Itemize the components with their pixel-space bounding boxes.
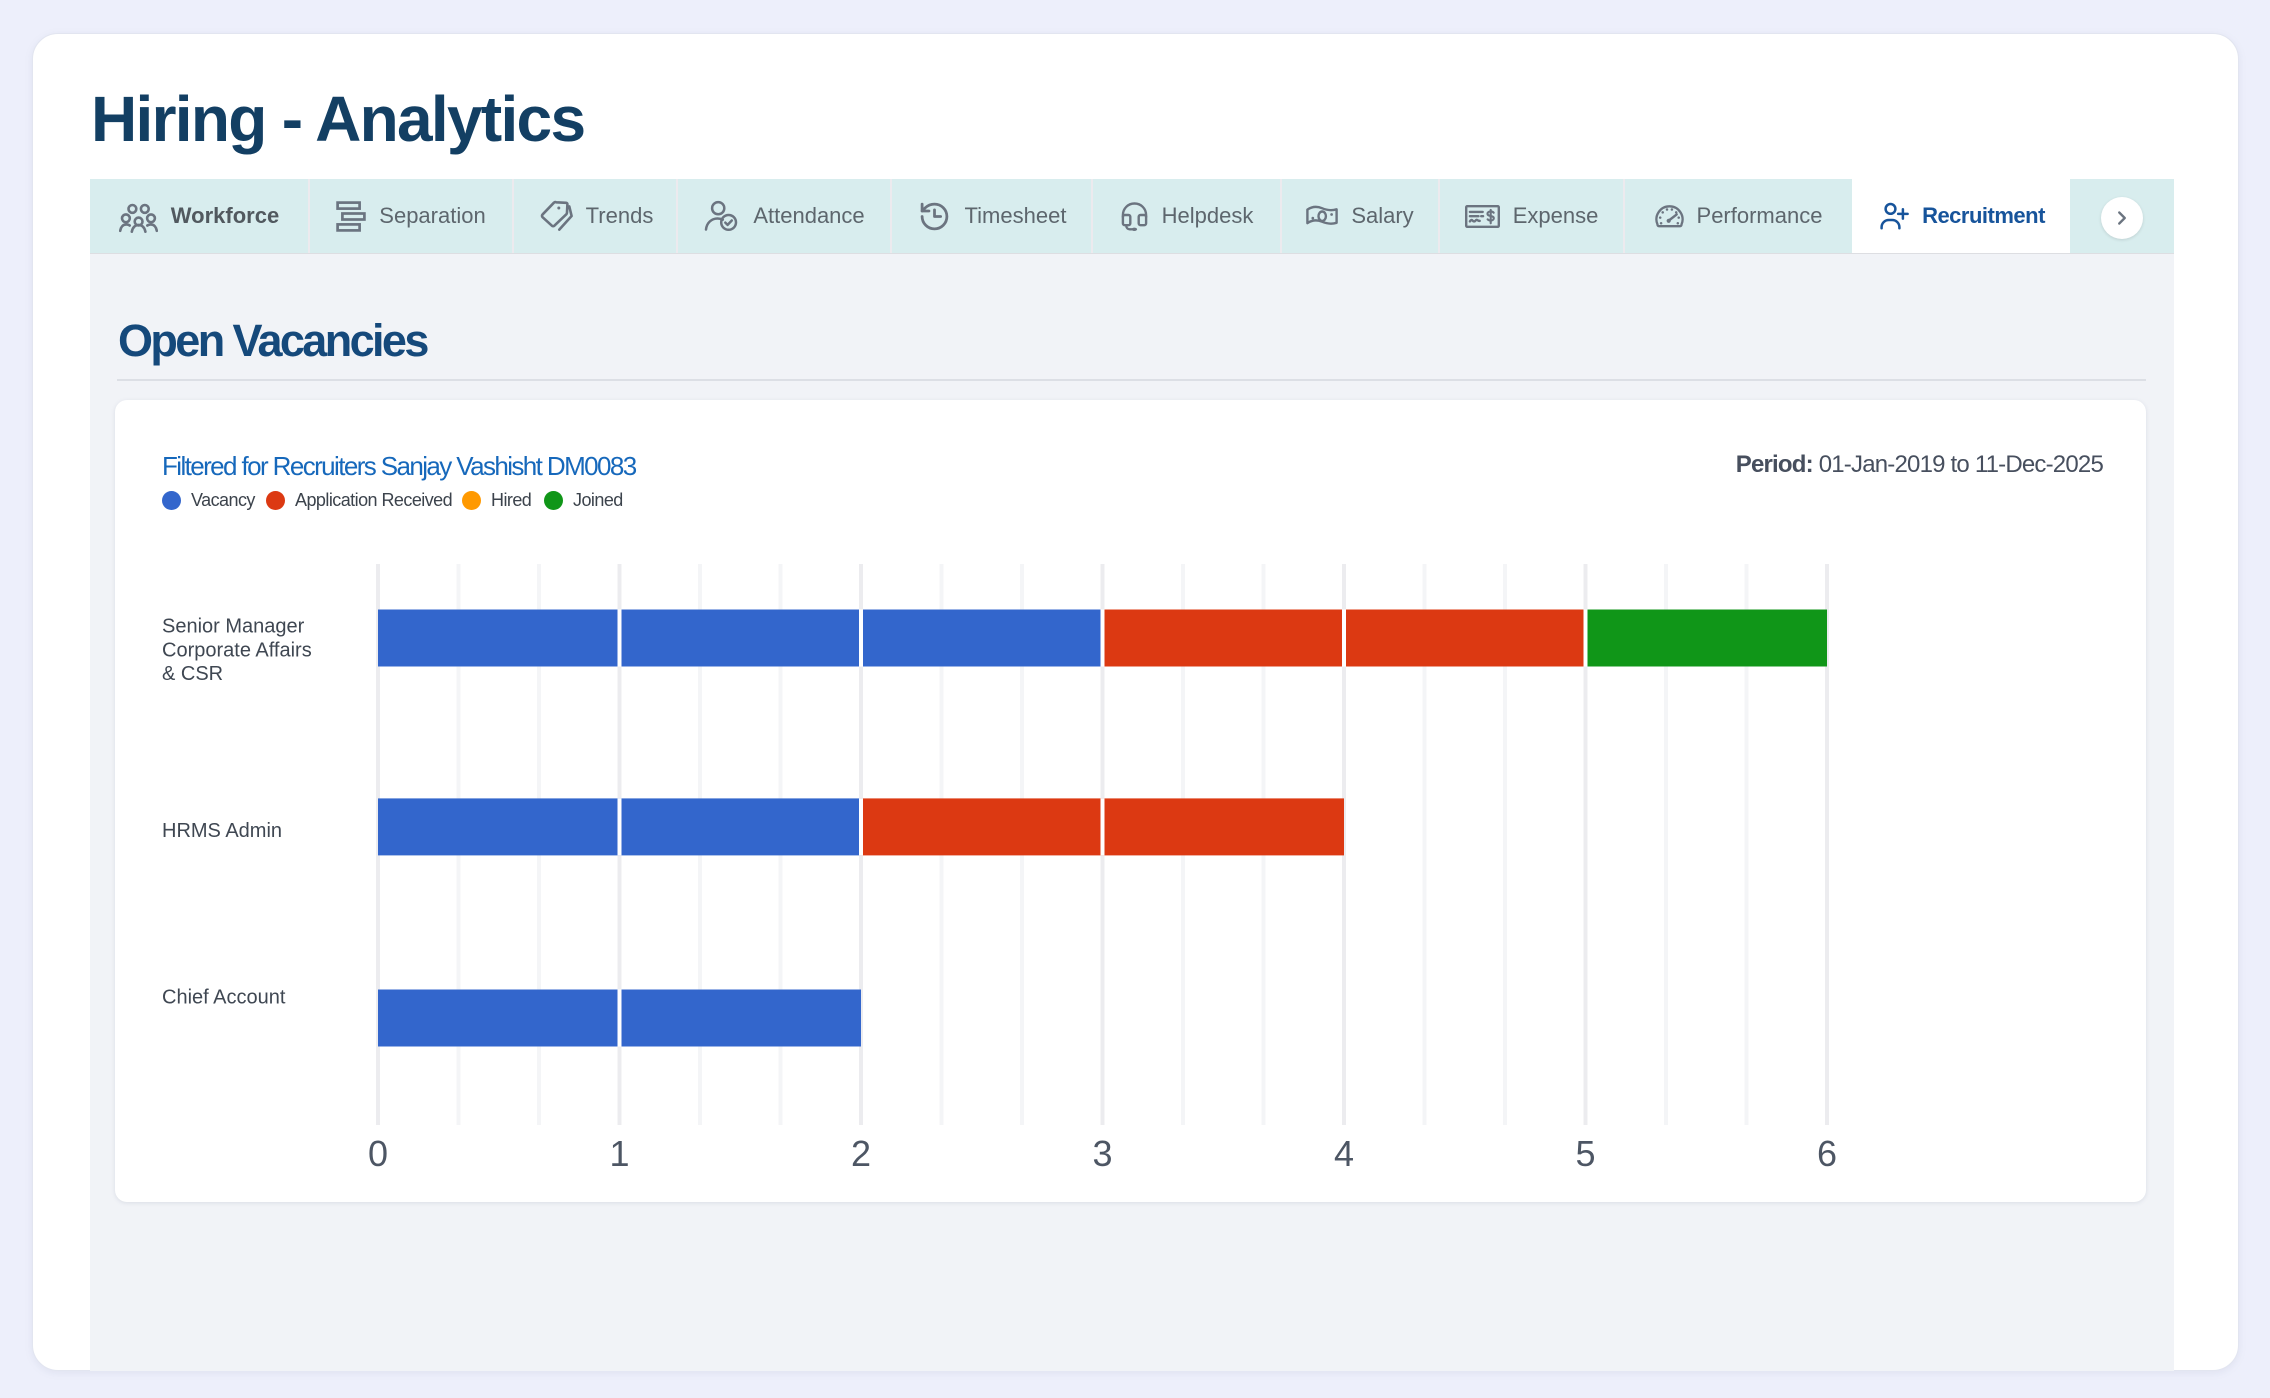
svg-text:5: 5 bbox=[1575, 1133, 1595, 1174]
svg-text:Corporate Affairs: Corporate Affairs bbox=[162, 640, 312, 662]
svg-text:HRMS Admin: HRMS Admin bbox=[162, 820, 282, 842]
svg-text:6: 6 bbox=[1817, 1133, 1837, 1174]
svg-text:2: 2 bbox=[851, 1133, 871, 1174]
svg-text:Senior Manager: Senior Manager bbox=[162, 615, 305, 637]
svg-text:0: 0 bbox=[368, 1133, 388, 1174]
svg-text:4: 4 bbox=[1334, 1133, 1354, 1174]
svg-text:1: 1 bbox=[609, 1133, 629, 1174]
svg-text:3: 3 bbox=[1092, 1133, 1112, 1174]
svg-text:Chief Account: Chief Account bbox=[162, 987, 286, 1009]
svg-text:& CSR: & CSR bbox=[162, 663, 223, 685]
